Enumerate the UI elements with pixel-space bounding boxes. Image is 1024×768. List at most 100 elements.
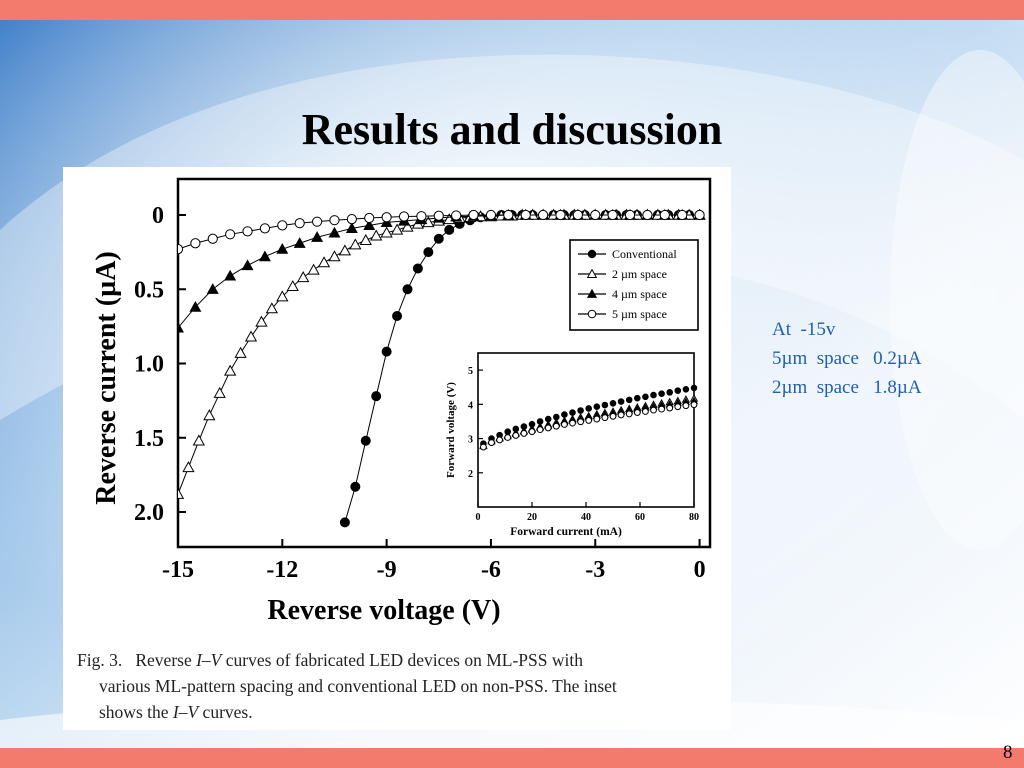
- data-point: [345, 222, 358, 233]
- caption-text: shows the: [99, 702, 173, 722]
- data-point: [244, 330, 258, 342]
- data-point: [350, 481, 361, 492]
- y-tick-label: 1.5: [134, 426, 164, 452]
- data-point: [265, 302, 279, 314]
- y-axis-label: Reverse current (µA): [91, 251, 122, 505]
- data-point: [349, 238, 362, 250]
- data-point: [390, 223, 404, 235]
- data-point: [297, 271, 310, 283]
- data-point: [359, 233, 372, 245]
- x-tick-label: -6: [481, 557, 501, 583]
- data-point: [317, 256, 331, 268]
- data-point: [380, 226, 393, 238]
- inset-data-point: [520, 430, 528, 437]
- inset-data-point: [504, 434, 512, 441]
- inset-data-point: [609, 412, 617, 420]
- caption-iv: I–V: [196, 650, 222, 670]
- slide-title: Results and discussion: [301, 105, 723, 154]
- main-data-marks: [178, 208, 706, 528]
- inset-data-point: [552, 422, 560, 430]
- data-point: [276, 243, 289, 254]
- data-point: [503, 209, 514, 221]
- note-line: 2µm space 1.8µA: [772, 377, 922, 398]
- inset-x-axis-label: Forward current (mA): [510, 526, 622, 538]
- data-point: [286, 279, 299, 292]
- reverse-iv-chart: -15 -12 -9 -6 -3 0 0 0.5 1.0 1.5 2.0 Reverse voltag…: [91, 177, 712, 626]
- data-point: [402, 284, 413, 295]
- data-point: [433, 210, 444, 221]
- inset-data-point: [658, 405, 665, 413]
- inset-data-point: [674, 387, 682, 394]
- inset-data-point: [480, 443, 487, 451]
- data-point: [182, 461, 195, 473]
- data-point: [329, 215, 340, 226]
- side-notes: At -15v 5µm space 0.2µA 2µm space 1.8µA: [772, 315, 922, 402]
- data-point: [537, 209, 549, 221]
- inset-data-point: [577, 407, 584, 414]
- inset-data-point: [690, 401, 698, 409]
- page-number: 8: [1003, 742, 1013, 763]
- inset-data-point: [528, 428, 536, 436]
- data-point: [642, 209, 653, 221]
- chart-legend: Conventional 2 µm space 4 µm space 5 µm spa…: [569, 239, 699, 331]
- inset-data-point: [601, 401, 609, 409]
- series-5-m-space: [178, 209, 705, 255]
- caption-iv: I–V: [172, 702, 199, 722]
- inset-data-point: [642, 393, 649, 401]
- inset-data-point: [617, 398, 625, 405]
- data-point: [190, 238, 201, 249]
- legend-label: Conventional: [612, 247, 677, 261]
- inset-data-point: [642, 408, 649, 415]
- inset-data-point: [650, 391, 657, 399]
- inset-y-tick-label: 3: [468, 435, 473, 446]
- data-point: [485, 209, 497, 221]
- y-tick-label: 1.0: [134, 352, 164, 378]
- inset-x-tick-label: 20: [527, 512, 537, 523]
- data-point: [412, 263, 423, 274]
- data-point: [192, 434, 206, 446]
- data-point: [398, 211, 410, 222]
- data-point: [307, 263, 320, 275]
- inset-data-point: [512, 432, 520, 439]
- inset-data-point: [593, 403, 601, 411]
- data-point: [381, 346, 392, 357]
- inset-data-point: [682, 402, 690, 410]
- data-point: [401, 220, 414, 232]
- inset-data-point: [561, 421, 568, 428]
- inset-data-point: [488, 439, 495, 447]
- inset-data-point: [544, 424, 552, 432]
- inset-series-5-m-space: [480, 401, 698, 451]
- data-point: [381, 212, 392, 223]
- y-tick-label: 0.5: [134, 277, 164, 303]
- data-point: [259, 223, 271, 234]
- data-point: [572, 209, 583, 221]
- x-tick-label: 0: [694, 557, 706, 583]
- data-point: [293, 237, 306, 248]
- note-line: At -15v: [772, 319, 836, 340]
- inset-data-point: [633, 394, 641, 402]
- legend-marker: [586, 268, 598, 278]
- figure-panel: -15 -12 -9 -6 -3 0 0 0.5 1.0 1.5 2.0 Reverse voltag…: [63, 167, 731, 730]
- data-point: [423, 247, 434, 258]
- legend-label: 4 µm space: [612, 287, 667, 301]
- caption-text: curves.: [198, 702, 253, 722]
- inset-data-marks: [479, 384, 699, 451]
- data-point: [255, 315, 268, 327]
- data-point: [178, 487, 185, 499]
- inset-data-point: [569, 419, 576, 427]
- data-point: [241, 259, 254, 271]
- data-point: [225, 229, 236, 240]
- data-point: [224, 364, 237, 376]
- inset-y-tick-label: 2: [468, 469, 473, 480]
- data-point: [392, 310, 403, 321]
- legend-marker: [587, 249, 597, 259]
- caption-fig-label: Fig. 3.: [77, 650, 123, 670]
- caption-line-1: Fig. 3. Reverse I–V curves of fabricated…: [77, 647, 727, 673]
- inset-data-point: [625, 396, 633, 404]
- bottom-accent-bar: [0, 748, 1024, 768]
- note-line: 5µm space 0.2µA: [772, 348, 922, 369]
- inset-y-tick-label: 5: [468, 366, 473, 377]
- data-point: [224, 269, 237, 281]
- data-point: [371, 391, 382, 402]
- data-point: [590, 209, 601, 221]
